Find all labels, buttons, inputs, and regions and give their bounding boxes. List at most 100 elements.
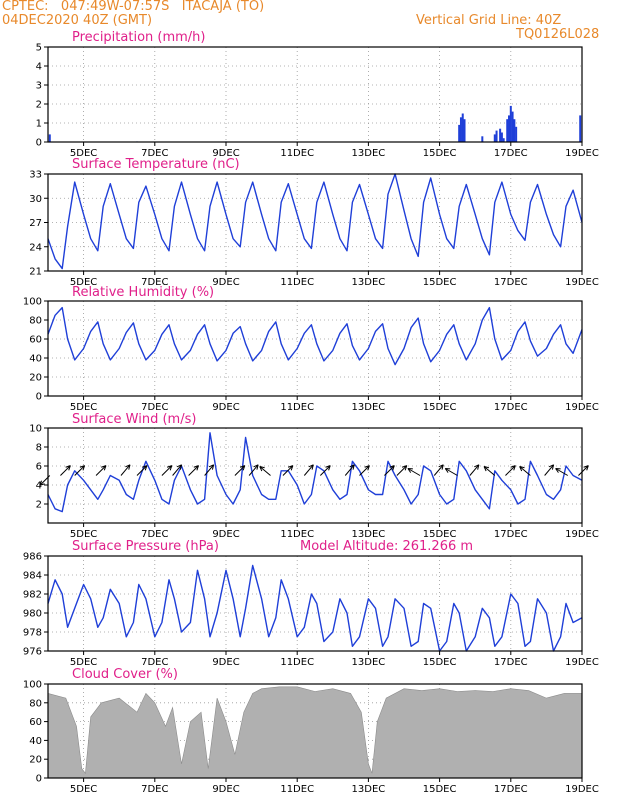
xtick-label: 11DEC (280, 657, 314, 668)
xtick-label: 7DEC (141, 148, 168, 159)
xtick-label: 17DEC (494, 784, 528, 795)
precip-bar (458, 124, 461, 142)
xtick-label: 5DEC (70, 148, 97, 159)
ytick-label: 986 (23, 552, 42, 563)
xtick-label: 9DEC (212, 402, 239, 413)
xtick-label: 19DEC (565, 657, 599, 668)
precip-bar (515, 126, 518, 142)
wind-title: Surface Wind (m/s) (72, 412, 196, 427)
xtick-label: 11DEC (280, 277, 314, 288)
ytick-label: 24 (29, 242, 42, 253)
xtick-label: 19DEC (565, 402, 599, 413)
ytick-label: 10 (29, 424, 42, 435)
ytick-label: 3 (36, 81, 42, 92)
ytick-label: 100 (23, 680, 42, 691)
xtick-label: 15DEC (423, 657, 457, 668)
wind-arrow (344, 464, 355, 476)
precip-bar (500, 132, 503, 142)
xtick-label: 13DEC (352, 402, 386, 413)
ytick-label: 2 (36, 500, 42, 511)
ytick-label: 60 (29, 717, 42, 728)
xtick-label: 5DEC (70, 529, 97, 540)
xtick-label: 9DEC (212, 657, 239, 668)
wind-arrow (248, 464, 259, 476)
ytick-label: 27 (29, 218, 42, 229)
precip-bar (495, 130, 498, 142)
xtick-label: 7DEC (141, 402, 168, 413)
precip-bar (459, 117, 462, 142)
ytick-label: 984 (23, 571, 42, 582)
ytick-label: 6 (36, 462, 42, 473)
ytick-label: 976 (23, 647, 42, 658)
wind-arrow (444, 468, 458, 476)
wind-arrow (407, 468, 421, 476)
wind-arrow (519, 466, 531, 476)
wind-series-line (47, 432, 583, 513)
precip-bar (499, 128, 502, 142)
header-code: TQ0126L028 (516, 27, 600, 42)
xtick-label: 15DEC (423, 529, 457, 540)
wind-arrow (120, 464, 131, 476)
ytick-label: 40 (29, 354, 42, 365)
ytick-label: 0 (36, 138, 42, 149)
ytick-label: 33 (29, 170, 42, 181)
wind-arrow (172, 464, 183, 476)
ytick-label: 5 (36, 43, 42, 54)
wind-arrow (433, 464, 444, 476)
precip-bar (513, 119, 516, 142)
xtick-label: 19DEC (565, 784, 599, 795)
wind-arrow (359, 465, 370, 476)
wind-arrow (95, 465, 107, 476)
xtick-label: 19DEC (565, 529, 599, 540)
ytick-label: 20 (29, 755, 42, 766)
xtick-label: 9DEC (212, 148, 239, 159)
panel-frame (47, 555, 583, 652)
precip-bar (481, 136, 484, 142)
xtick-label: 7DEC (141, 277, 168, 288)
panel-temp: 21 24 27 30 33 5DEC 7DEC 9DEC 11DEC 13DEC 15DEC 17D… (29, 157, 599, 288)
panel-precip: 0 1 2 3 4 5 5DEC 7DEC 9DEC 11DEC 13DEC 15DEC 17DEC 19… (36, 30, 599, 159)
xtick-label: 5DEC (70, 657, 97, 668)
xtick-label: 13DEC (352, 784, 386, 795)
wind-arrow (161, 465, 173, 476)
cloud-title: Cloud Cover (%) (72, 667, 178, 682)
wind-arrow (396, 465, 408, 476)
xtick-label: 19DEC (565, 277, 599, 288)
precip-title: Precipitation (mm/h) (72, 30, 205, 45)
xtick-label: 9DEC (212, 529, 239, 540)
panel-frame (47, 46, 583, 143)
wind-arrow (384, 465, 395, 476)
ytick-label: 982 (23, 590, 42, 601)
ytick-label: 30 (29, 194, 42, 205)
wind-arrow (469, 464, 480, 476)
wind-arrow (282, 465, 294, 476)
cloud-cover-area (47, 686, 583, 779)
wind-arrow (259, 466, 271, 476)
ytick-label: 60 (29, 335, 42, 346)
xtick-label: 13DEC (352, 148, 386, 159)
precip-bar (508, 115, 511, 142)
precip-bar (511, 111, 514, 142)
ytick-label: 980 (23, 609, 42, 620)
ytick-label: 1 (36, 119, 42, 130)
ytick-label: 100 (23, 297, 42, 308)
header-grid-note: Vertical Grid Line: 40Z (416, 13, 562, 28)
xtick-label: 19DEC (565, 148, 599, 159)
xtick-label: 15DEC (423, 784, 457, 795)
xtick-label: 13DEC (352, 657, 386, 668)
wind-arrow (188, 465, 199, 476)
header-run-time: 04DEC2020 40Z (GMT) (2, 13, 153, 28)
precip-bar (502, 138, 505, 142)
xtick-label: 7DEC (141, 529, 168, 540)
wind-arrow (483, 466, 496, 476)
ytick-label: 2 (36, 100, 42, 111)
wind-arrow (505, 465, 516, 476)
precip-bar (506, 119, 509, 142)
xtick-label: 7DEC (141, 657, 168, 668)
xtick-label: 11DEC (280, 402, 314, 413)
precip-bar (509, 105, 512, 142)
wind-arrow (578, 465, 589, 476)
xtick-label: 17DEC (494, 277, 528, 288)
ytick-label: 4 (36, 62, 42, 73)
